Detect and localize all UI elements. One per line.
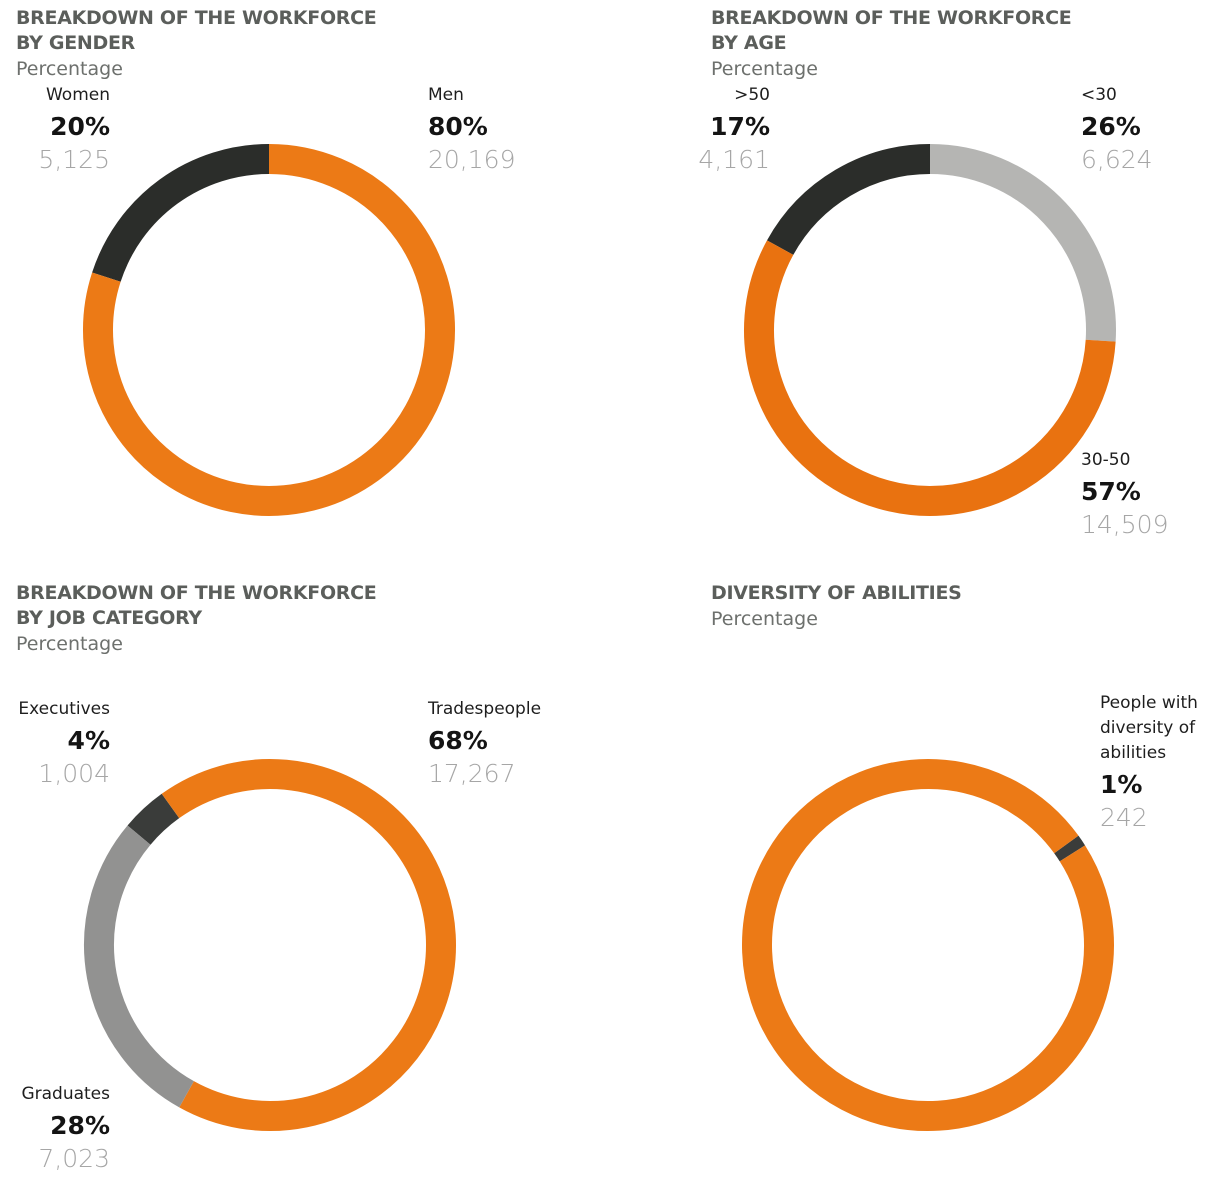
chart-subtitle: Percentage xyxy=(16,58,123,80)
category-label: Men xyxy=(428,85,464,105)
donut-segment xyxy=(929,144,1116,342)
category-label: Executives xyxy=(18,699,110,719)
category-label: Tradespeople xyxy=(428,699,542,719)
chart-title: DIVERSITY OF ABILITIES xyxy=(711,582,962,604)
count-label: 7,023 xyxy=(38,1144,110,1173)
donut-segment xyxy=(127,793,180,846)
percent-label: 20% xyxy=(50,112,110,141)
chart-title: BREAKDOWN OF THE WORKFORCE BY GENDER xyxy=(16,7,377,54)
chart-title: BREAKDOWN OF THE WORKFORCE BY AGE xyxy=(711,7,1072,54)
donut-segment xyxy=(92,144,270,283)
category-label: Women xyxy=(45,85,110,105)
chart-subtitle: Percentage xyxy=(711,608,818,630)
percent-label: 26% xyxy=(1081,112,1141,141)
donut-segment xyxy=(161,759,456,1131)
donut-segment xyxy=(1054,835,1086,862)
donut-segment xyxy=(83,144,455,516)
count-label: 20,169 xyxy=(428,145,516,174)
percent-label: 80% xyxy=(428,112,488,141)
percent-label: 1% xyxy=(1100,770,1143,799)
donut-segment xyxy=(742,759,1115,1131)
count-label: 1,004 xyxy=(38,759,110,788)
count-label: 242 xyxy=(1100,803,1148,832)
count-label: 4,161 xyxy=(698,145,770,174)
donut-segment xyxy=(84,825,195,1108)
count-label: 6,624 xyxy=(1081,145,1153,174)
percent-label: 4% xyxy=(67,726,110,755)
category-label: People with diversity of abilities xyxy=(1100,693,1198,763)
category-label: Graduates xyxy=(21,1084,110,1104)
donut-segment xyxy=(744,240,1116,516)
count-label: 5,125 xyxy=(38,145,110,174)
category-label: <30 xyxy=(1081,85,1117,105)
percent-label: 68% xyxy=(428,726,488,755)
percent-label: 17% xyxy=(710,112,770,141)
category-label: >50 xyxy=(734,85,770,105)
donut-segment xyxy=(767,144,931,256)
percent-label: 57% xyxy=(1081,477,1141,506)
chart-subtitle: Percentage xyxy=(711,58,818,80)
chart-title: BREAKDOWN OF THE WORKFORCE BY JOB CATEGO… xyxy=(16,582,377,629)
count-label: 14,509 xyxy=(1081,510,1169,539)
count-label: 17,267 xyxy=(428,759,516,788)
percent-label: 28% xyxy=(50,1111,110,1140)
category-label: 30-50 xyxy=(1081,450,1131,470)
chart-subtitle: Percentage xyxy=(16,633,123,655)
